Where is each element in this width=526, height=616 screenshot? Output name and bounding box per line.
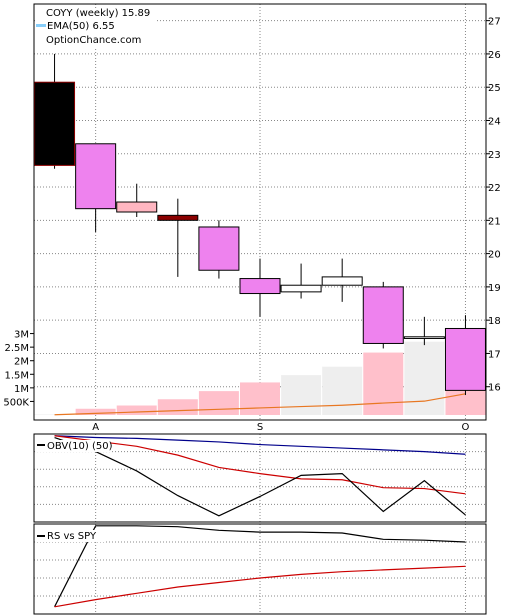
- obv-panel: [54, 435, 466, 517]
- rs-legend-background: [36, 530, 104, 542]
- rs-series-line: [54, 525, 466, 608]
- obv-legend: OBV(10) (50): [36, 440, 113, 452]
- obv-series-line: [54, 435, 466, 455]
- date-tick-label: O: [462, 422, 470, 433]
- price-tick-label: 16: [488, 383, 501, 394]
- volume-bar: [281, 375, 322, 415]
- volume-bar: [198, 391, 239, 415]
- candle-body: [444, 327, 486, 391]
- date-tick-label: A: [92, 422, 99, 433]
- rs-frame: [33, 523, 487, 615]
- obv-series-line: [54, 435, 466, 495]
- axis-labels: 16 17 18 19 20 21 22 23 24 25 26 27 A S O 3M 2.5M 2M 1.5M 1…: [3, 17, 500, 433]
- price-tick-label: 25: [488, 83, 501, 94]
- price-tick-label: 21: [488, 216, 501, 227]
- volume-bar: [322, 366, 363, 415]
- volume-bar: [404, 341, 445, 415]
- chart-header: COYY (weekly) 15.89 EMA(50) 6.55 OptionC…: [36, 8, 156, 48]
- price-tick-label: 22: [488, 183, 501, 194]
- candle-body: [116, 201, 158, 213]
- price-tick-label: 23: [488, 150, 501, 161]
- volume-bar: [75, 408, 116, 415]
- rs-legend: RS vs SPY: [36, 530, 104, 542]
- volume-tick-label: 2.5M: [4, 343, 29, 354]
- price-panel: [34, 53, 486, 396]
- price-tick-label: 19: [488, 283, 501, 294]
- candle-body: [280, 284, 322, 293]
- volume-tick-label: 1M: [14, 384, 29, 395]
- obv-legend-swatch: [37, 444, 45, 446]
- candle-body: [239, 278, 281, 295]
- rs-legend-label: RS vs SPY: [47, 531, 97, 542]
- panel-frames: [33, 3, 487, 615]
- volume-tick-label: 500K: [3, 397, 29, 408]
- volume-ema-line: [54, 393, 466, 416]
- ema-legend-swatch: [36, 24, 46, 27]
- candle-body: [75, 143, 117, 210]
- candle-body: [321, 276, 363, 286]
- obv-legend-label: OBV(10) (50): [47, 441, 113, 452]
- rs-legend-swatch: [37, 535, 45, 537]
- price-tick-label: 20: [488, 250, 501, 261]
- obv-legend-background: [36, 440, 110, 452]
- volume-tick-label: 1.5M: [4, 370, 29, 381]
- obv-series-line: [54, 436, 466, 517]
- rs-series-line: [54, 565, 466, 608]
- rs-panel: [54, 525, 466, 608]
- date-tick-label: S: [257, 422, 263, 433]
- obv-frame: [33, 433, 487, 523]
- candle-body: [34, 81, 76, 166]
- candle-body: [198, 226, 240, 271]
- volume-tick-label: 3M: [14, 330, 29, 341]
- volume-bar: [116, 405, 157, 415]
- chart-source: OptionChance.com: [46, 35, 141, 46]
- volume-bar: [157, 399, 198, 415]
- price-frame: [33, 3, 487, 421]
- chart-title: COYY (weekly) 15.89: [46, 8, 150, 19]
- price-tick-label: 18: [488, 316, 501, 327]
- volume-bar: [363, 352, 404, 415]
- candle-body: [157, 214, 199, 221]
- price-tick-label: 24: [488, 116, 501, 127]
- header-background: [36, 8, 156, 48]
- candle-body: [403, 336, 445, 339]
- price-tick-label: 26: [488, 50, 501, 61]
- candle-body: [362, 286, 404, 344]
- ema-legend-label: EMA(50) 6.55: [47, 21, 115, 32]
- price-tick-label: 27: [488, 17, 501, 28]
- volume-panel: [34, 333, 486, 416]
- volume-tick-label: 2M: [14, 357, 29, 368]
- volume-bar: [240, 382, 280, 415]
- price-tick-label: 17: [488, 349, 501, 360]
